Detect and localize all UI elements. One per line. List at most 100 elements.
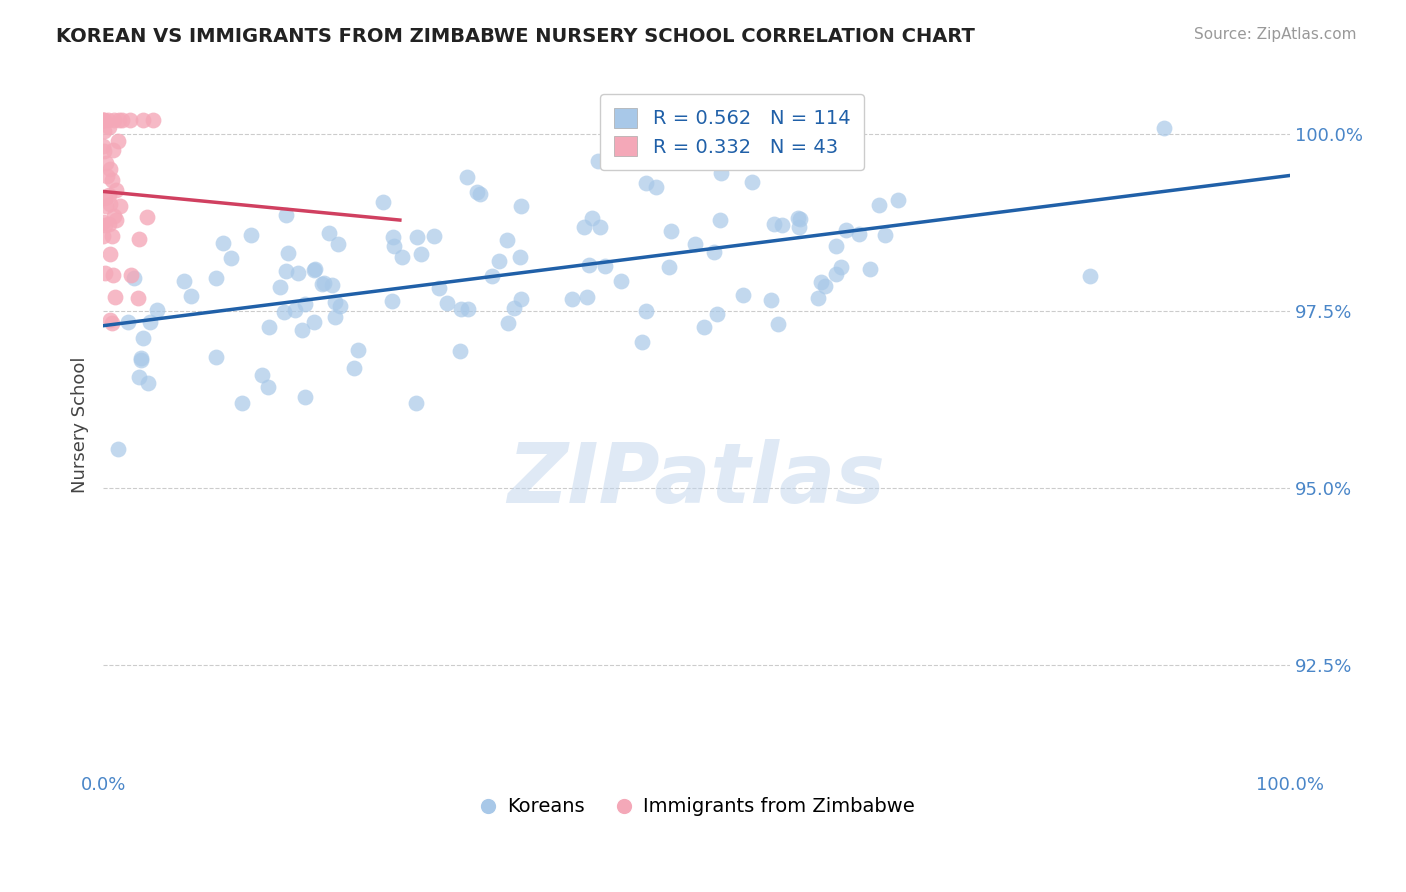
Point bbox=[321, 277, 343, 292]
Point bbox=[325, 310, 347, 324]
Point bbox=[318, 226, 340, 240]
Point bbox=[97, 217, 120, 231]
Point bbox=[273, 305, 295, 319]
Point bbox=[96, 198, 118, 212]
Point bbox=[103, 112, 125, 127]
Point bbox=[98, 247, 121, 261]
Point bbox=[789, 211, 811, 226]
Point bbox=[576, 290, 599, 304]
Point bbox=[423, 229, 446, 244]
Point bbox=[129, 353, 152, 368]
Point bbox=[98, 162, 121, 177]
Point bbox=[609, 274, 631, 288]
Point bbox=[636, 303, 658, 318]
Point bbox=[347, 343, 370, 358]
Point bbox=[835, 222, 858, 236]
Point bbox=[103, 268, 125, 282]
Point bbox=[659, 224, 682, 238]
Point bbox=[219, 251, 242, 265]
Point bbox=[107, 112, 129, 127]
Point bbox=[329, 299, 352, 313]
Point bbox=[291, 323, 314, 337]
Point bbox=[304, 262, 326, 277]
Point bbox=[509, 292, 531, 306]
Point bbox=[91, 112, 114, 127]
Point bbox=[825, 239, 848, 253]
Point bbox=[693, 319, 716, 334]
Point bbox=[509, 199, 531, 213]
Point bbox=[269, 280, 291, 294]
Point bbox=[104, 212, 127, 227]
Point bbox=[145, 303, 167, 318]
Y-axis label: Nursery School: Nursery School bbox=[72, 356, 89, 492]
Point bbox=[1078, 268, 1101, 283]
Point bbox=[631, 334, 654, 349]
Point bbox=[382, 229, 405, 244]
Point bbox=[759, 293, 782, 308]
Point bbox=[813, 278, 835, 293]
Text: ZIPatlas: ZIPatlas bbox=[508, 440, 886, 520]
Point bbox=[274, 208, 297, 222]
Point bbox=[111, 112, 134, 127]
Point bbox=[142, 112, 165, 127]
Point bbox=[873, 227, 896, 242]
Point bbox=[136, 210, 159, 224]
Point bbox=[287, 266, 309, 280]
Point bbox=[436, 295, 458, 310]
Point bbox=[658, 260, 681, 274]
Point bbox=[710, 166, 733, 180]
Point bbox=[108, 199, 131, 213]
Point bbox=[94, 156, 117, 170]
Point bbox=[813, 145, 835, 160]
Point bbox=[405, 230, 427, 244]
Point bbox=[848, 227, 870, 241]
Point bbox=[578, 258, 600, 272]
Point bbox=[405, 396, 427, 410]
Point bbox=[787, 211, 810, 225]
Point bbox=[634, 176, 657, 190]
Point bbox=[129, 351, 152, 365]
Point bbox=[411, 247, 433, 261]
Point bbox=[118, 112, 141, 127]
Point bbox=[457, 301, 479, 316]
Point bbox=[312, 276, 335, 290]
Point bbox=[122, 270, 145, 285]
Point bbox=[93, 144, 115, 158]
Point bbox=[373, 195, 395, 210]
Point bbox=[572, 219, 595, 234]
Point bbox=[132, 330, 155, 344]
Point bbox=[496, 233, 519, 247]
Point bbox=[93, 215, 115, 229]
Point bbox=[96, 169, 118, 183]
Point bbox=[709, 213, 731, 227]
Point bbox=[830, 260, 852, 274]
Point bbox=[127, 291, 149, 305]
Point bbox=[503, 301, 526, 315]
Point bbox=[886, 193, 908, 207]
Point bbox=[294, 296, 316, 310]
Point bbox=[250, 368, 273, 383]
Point bbox=[204, 271, 226, 285]
Point bbox=[97, 188, 120, 202]
Point bbox=[284, 303, 307, 318]
Point bbox=[91, 229, 114, 244]
Point bbox=[239, 227, 262, 242]
Point bbox=[858, 261, 880, 276]
Point bbox=[868, 197, 890, 211]
Point bbox=[259, 319, 281, 334]
Text: KOREAN VS IMMIGRANTS FROM ZIMBABWE NURSERY SCHOOL CORRELATION CHART: KOREAN VS IMMIGRANTS FROM ZIMBABWE NURSE… bbox=[56, 27, 976, 45]
Point bbox=[304, 263, 326, 277]
Point bbox=[807, 291, 830, 305]
Point bbox=[117, 315, 139, 329]
Point bbox=[107, 134, 129, 148]
Point bbox=[104, 183, 127, 197]
Point bbox=[561, 292, 583, 306]
Point bbox=[391, 251, 413, 265]
Point bbox=[382, 239, 405, 253]
Point bbox=[449, 343, 471, 358]
Point bbox=[120, 268, 142, 282]
Point bbox=[93, 112, 115, 127]
Point bbox=[1153, 121, 1175, 136]
Point bbox=[593, 259, 616, 273]
Point bbox=[381, 293, 404, 308]
